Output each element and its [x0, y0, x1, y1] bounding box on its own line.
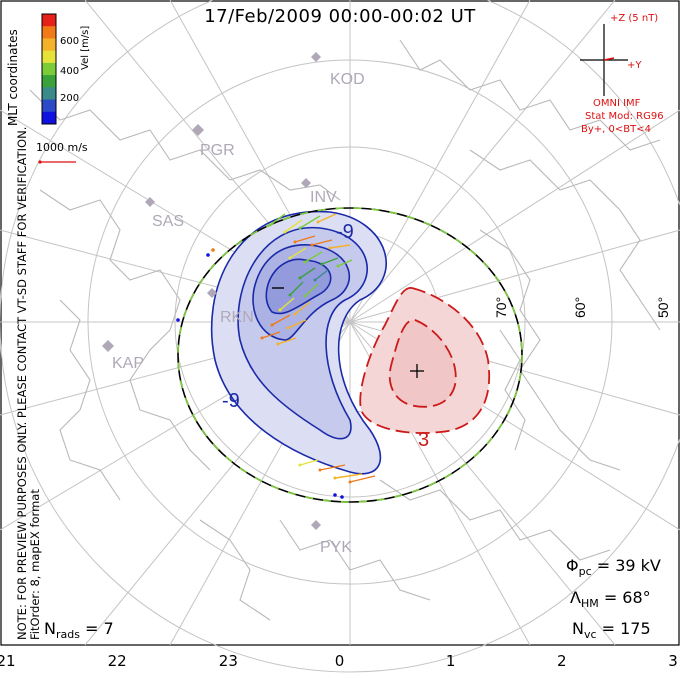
velocity-vectors: [176, 213, 376, 499]
colorbar-swatch: [42, 38, 56, 52]
colorbar-swatch: [42, 62, 56, 76]
contour-label-dawn: 3: [418, 429, 429, 451]
phi-symbol: Φ: [566, 556, 579, 575]
colorbar-swatch: [42, 50, 56, 64]
stat-model-label: Stat Mod: RG96: [585, 111, 664, 122]
mlt-tick-label: 23: [218, 652, 238, 670]
velocity-colorbar: [41, 13, 57, 125]
colorbar-swatch: [42, 26, 56, 39]
nrads-subscript: rads: [55, 628, 80, 642]
imf-clock: [580, 24, 628, 96]
nvc-subscript: vc: [583, 628, 597, 642]
station-kod: KOD: [330, 71, 365, 88]
station-rkn: RKN: [220, 309, 254, 326]
mlt-tick-label: 3: [668, 652, 678, 670]
map-title: 17/Feb/2009 00:00-00:02 UT: [204, 6, 476, 27]
positive-potential-cell: [359, 287, 491, 434]
mlt-tick-label: 2: [557, 652, 567, 670]
station-pgr: PGR: [200, 142, 235, 159]
mlt-tick-label: 0: [334, 652, 345, 670]
contour-label-dusk-upper: -9: [336, 221, 354, 243]
scale-vector-label: 1000 m/s: [36, 141, 88, 154]
coastlines: [29, 39, 661, 621]
nrads-symbol: N: [44, 619, 56, 638]
lat-70-label: 70°: [493, 297, 509, 318]
colorbar-swatch: [42, 99, 56, 113]
colorbar-label-400: 400: [60, 66, 80, 77]
lat-60-label: 60°: [572, 297, 588, 318]
colorbar-label-600: 600: [60, 36, 80, 47]
lambda-value: = 68°: [603, 588, 651, 607]
cross-polar-potential: Φpc = 39 kV: [566, 556, 661, 578]
imf-condition-label: By+, 0<BT<4: [581, 124, 651, 135]
station-markers: [102, 52, 321, 530]
colorbar-swatch: [42, 14, 56, 27]
phi-value: = 39 kV: [596, 556, 661, 575]
colorbar-title: Vel [m/s]: [80, 25, 91, 70]
plot-frame: [0, 0, 680, 646]
colorbar-label-200: 200: [60, 93, 80, 104]
radar-count: Nrads = 7: [44, 619, 114, 641]
negative-potential-cell: [210, 210, 387, 475]
latitude-labels: 70° 60° 50°: [493, 297, 671, 318]
lat-50-label: 50°: [655, 297, 671, 318]
contour-label-dusk-lower: -9: [222, 390, 240, 412]
heppner-maynard-boundary: [177, 207, 523, 503]
phi-subscript: pc: [578, 565, 592, 579]
preview-note: NOTE: FOR PREVIEW PURPOSES ONLY. PLEASE …: [15, 127, 42, 640]
imf-source-label: OMNI IMF: [593, 98, 641, 109]
mlt-coordinates-label: MLT coordinates: [6, 29, 20, 126]
station-labels: KOD PGR INV SAS RKN KAP PYK: [112, 71, 365, 556]
colorbar-swatch: [42, 87, 56, 101]
lambda-subscript: HM: [580, 597, 599, 611]
nvc-value: = 175: [601, 619, 651, 638]
imf-y-label: +Y: [627, 60, 642, 71]
note-line-2: FitOrder: 8, mapEX format: [28, 489, 42, 640]
mlt-tick-label: 1: [445, 652, 456, 670]
station-inv: INV: [310, 189, 337, 206]
contour-labels: -9 -9 3: [222, 221, 429, 451]
nvc-symbol: N: [572, 619, 584, 638]
scale-vector: [38, 160, 76, 164]
lambda-symbol: Λ: [570, 588, 581, 607]
nrads-value: = 7: [85, 619, 114, 638]
station-kap: KAP: [112, 355, 144, 372]
colorbar-swatch: [42, 111, 56, 125]
station-sas: SAS: [152, 213, 184, 230]
mlt-tick-label: 21: [0, 652, 16, 670]
station-pyk: PYK: [320, 539, 352, 556]
colorbar-swatch: [42, 75, 56, 88]
hm-latitude: ΛHM = 68°: [570, 588, 651, 610]
mlt-tick-label: 22: [107, 652, 127, 670]
vector-count: Nvc = 175: [572, 619, 651, 641]
imf-z-label: +Z (5 nT): [610, 13, 659, 24]
